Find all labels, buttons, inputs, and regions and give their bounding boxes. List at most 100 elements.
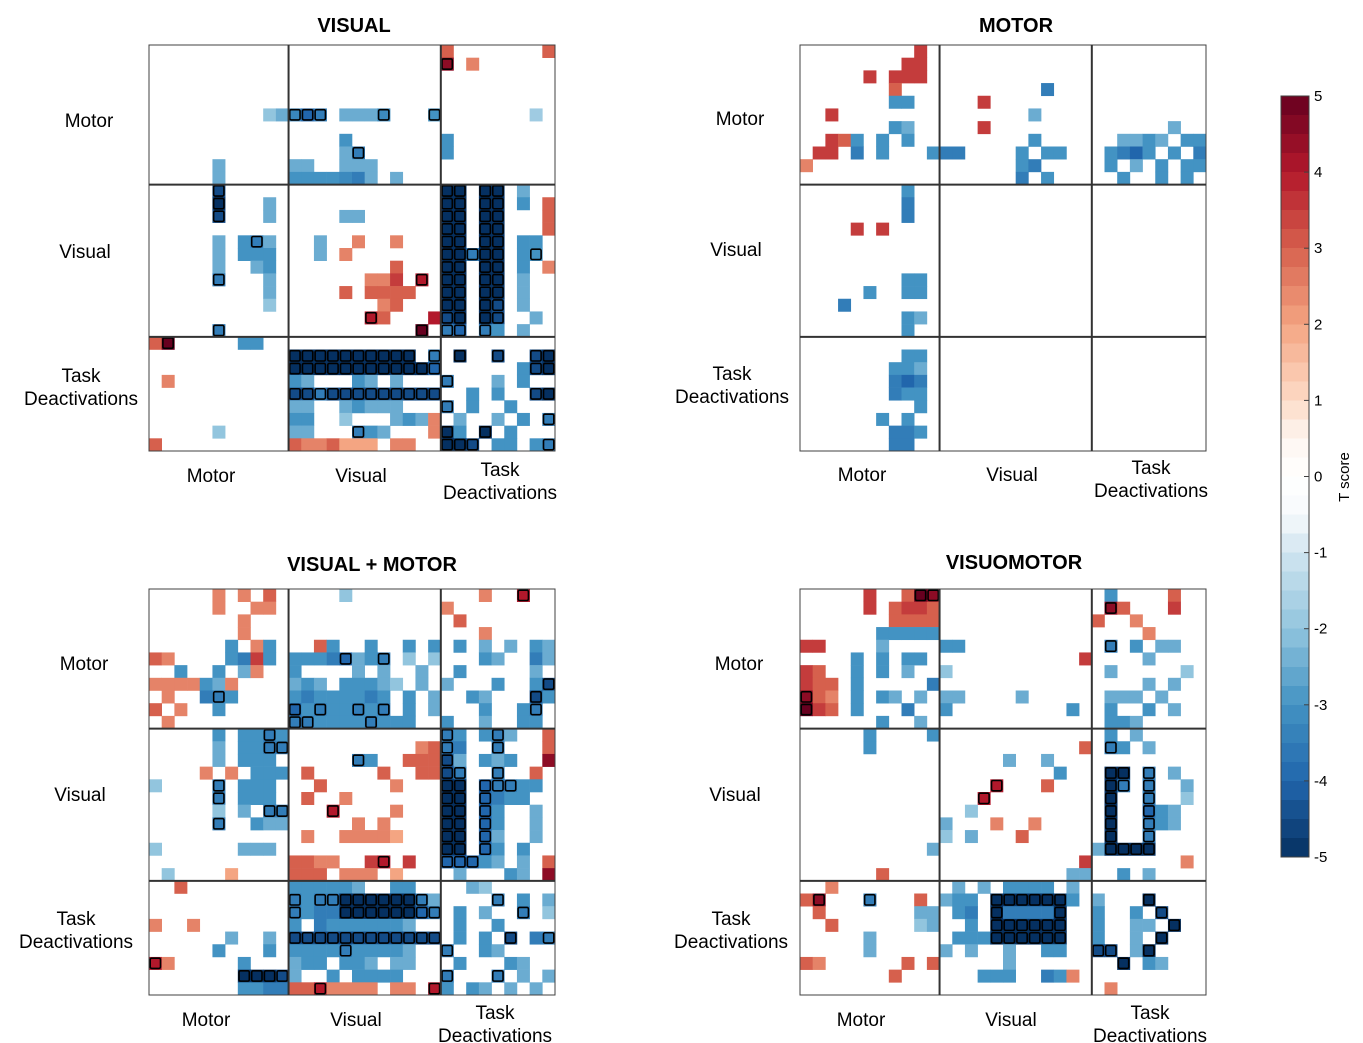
heatmap-cell: [504, 400, 518, 414]
heatmap-cell: [901, 589, 915, 602]
significant-cell: [491, 969, 505, 983]
significance-outline: [1054, 931, 1067, 944]
significant-cell: [352, 387, 365, 401]
heatmap-cell: [863, 286, 877, 300]
row-label-visual: Visual: [710, 240, 761, 261]
significance-outline: [542, 413, 555, 426]
significance-outline: [453, 805, 466, 817]
heatmap-cell: [364, 171, 378, 185]
heatmap-cell: [542, 893, 556, 907]
heatmap-cell: [529, 108, 543, 122]
heatmap-cell: [1015, 690, 1029, 704]
heatmap-cell: [301, 792, 315, 805]
significance-outline: [1142, 792, 1155, 805]
significant-cell: [453, 235, 467, 249]
heatmap-cell: [1104, 703, 1118, 717]
heatmap-cell: [313, 944, 327, 958]
heatmap-cell: [888, 438, 902, 452]
significance-outline: [327, 362, 339, 375]
heatmap-cell: [428, 690, 442, 704]
heatmap-cell: [377, 677, 391, 691]
heatmap-cell: [301, 171, 315, 185]
heatmap-cell: [516, 792, 530, 805]
heatmap-cell: [1079, 652, 1093, 666]
heatmap-cell: [339, 868, 353, 882]
heatmap-cell: [1066, 969, 1080, 983]
heatmap-cell: [926, 677, 940, 691]
significance-outline: [339, 944, 352, 957]
significance-outline: [339, 906, 352, 919]
heatmap-cell: [1117, 690, 1131, 704]
heatmap-cell: [453, 918, 467, 932]
heatmap-cell: [390, 918, 404, 932]
significance-outline: [415, 906, 428, 919]
heatmap-cell: [914, 652, 928, 666]
significance-outline: [453, 830, 466, 843]
heatmap-cell: [1079, 868, 1093, 882]
heatmap-cell: [149, 438, 162, 452]
heatmap-cell: [301, 944, 315, 958]
heatmap-cell: [237, 627, 251, 641]
heatmap-cell: [199, 690, 213, 704]
heatmap-cell: [339, 589, 353, 602]
heatmap-cell: [237, 753, 251, 767]
significance-outline: [441, 286, 454, 299]
heatmap-cell: [1167, 121, 1181, 135]
significant-cell: [402, 931, 416, 945]
heatmap-cell: [364, 273, 378, 287]
heatmap-cell: [1155, 817, 1169, 831]
significant-cell: [440, 741, 454, 755]
significant-cell: [352, 893, 365, 907]
heatmap-cell: [352, 880, 365, 894]
significant-cell: [326, 804, 340, 818]
col-label-task-deactivations: Task Deactivations: [443, 460, 557, 504]
heatmap-cell: [800, 677, 813, 691]
significance-outline: [441, 779, 454, 792]
heatmap-cell: [390, 273, 404, 287]
col-label-task-deactivations: Task Deactivations: [1093, 1003, 1207, 1043]
significant-cell: [390, 349, 404, 363]
heatmap-cell: [1053, 944, 1067, 958]
significance-outline: [1117, 843, 1130, 856]
heatmap-cell: [825, 677, 839, 691]
heatmap-cell: [952, 906, 966, 920]
significant-cell: [1142, 842, 1156, 856]
significant-cell: [428, 931, 442, 945]
heatmap-cell: [364, 753, 378, 767]
heatmap-cell: [914, 715, 928, 729]
heatmap-cell: [466, 57, 480, 71]
heatmap-cell: [901, 412, 915, 426]
heatmap-cell: [275, 108, 289, 122]
heatmap-cell: [901, 349, 915, 363]
heatmap-cell: [313, 868, 327, 882]
heatmap-cell: [440, 982, 454, 996]
heatmap-cell: [453, 741, 467, 755]
significant-cell: [377, 893, 391, 907]
heatmap-cell: [901, 197, 915, 211]
significant-cell: [275, 741, 289, 755]
heatmap-cell: [402, 438, 416, 452]
significance-outline: [453, 843, 466, 856]
heatmap-cell: [491, 842, 505, 856]
significant-cell: [313, 893, 327, 907]
heatmap-cell: [1129, 639, 1143, 653]
significance-outline: [466, 248, 479, 261]
significant-cell: [313, 387, 327, 401]
heatmap-cell: [161, 374, 175, 388]
heatmap-cell: [491, 374, 505, 388]
significance-outline: [479, 324, 492, 337]
significant-cell: [1142, 766, 1156, 780]
heatmap-cell: [1079, 855, 1093, 869]
heatmap-cell: [263, 652, 277, 666]
significance-outline: [491, 184, 504, 197]
significance-outline: [314, 108, 327, 121]
heatmap-cell: [263, 273, 277, 287]
significant-cell: [1167, 918, 1181, 932]
significance-outline: [288, 703, 301, 716]
significant-cell: [390, 906, 404, 920]
significance-outline: [377, 387, 390, 400]
significance-outline: [453, 223, 466, 235]
heatmap-cell: [825, 690, 839, 704]
row-label-visual: Visual: [59, 242, 110, 263]
heatmap-cell: [212, 248, 226, 261]
